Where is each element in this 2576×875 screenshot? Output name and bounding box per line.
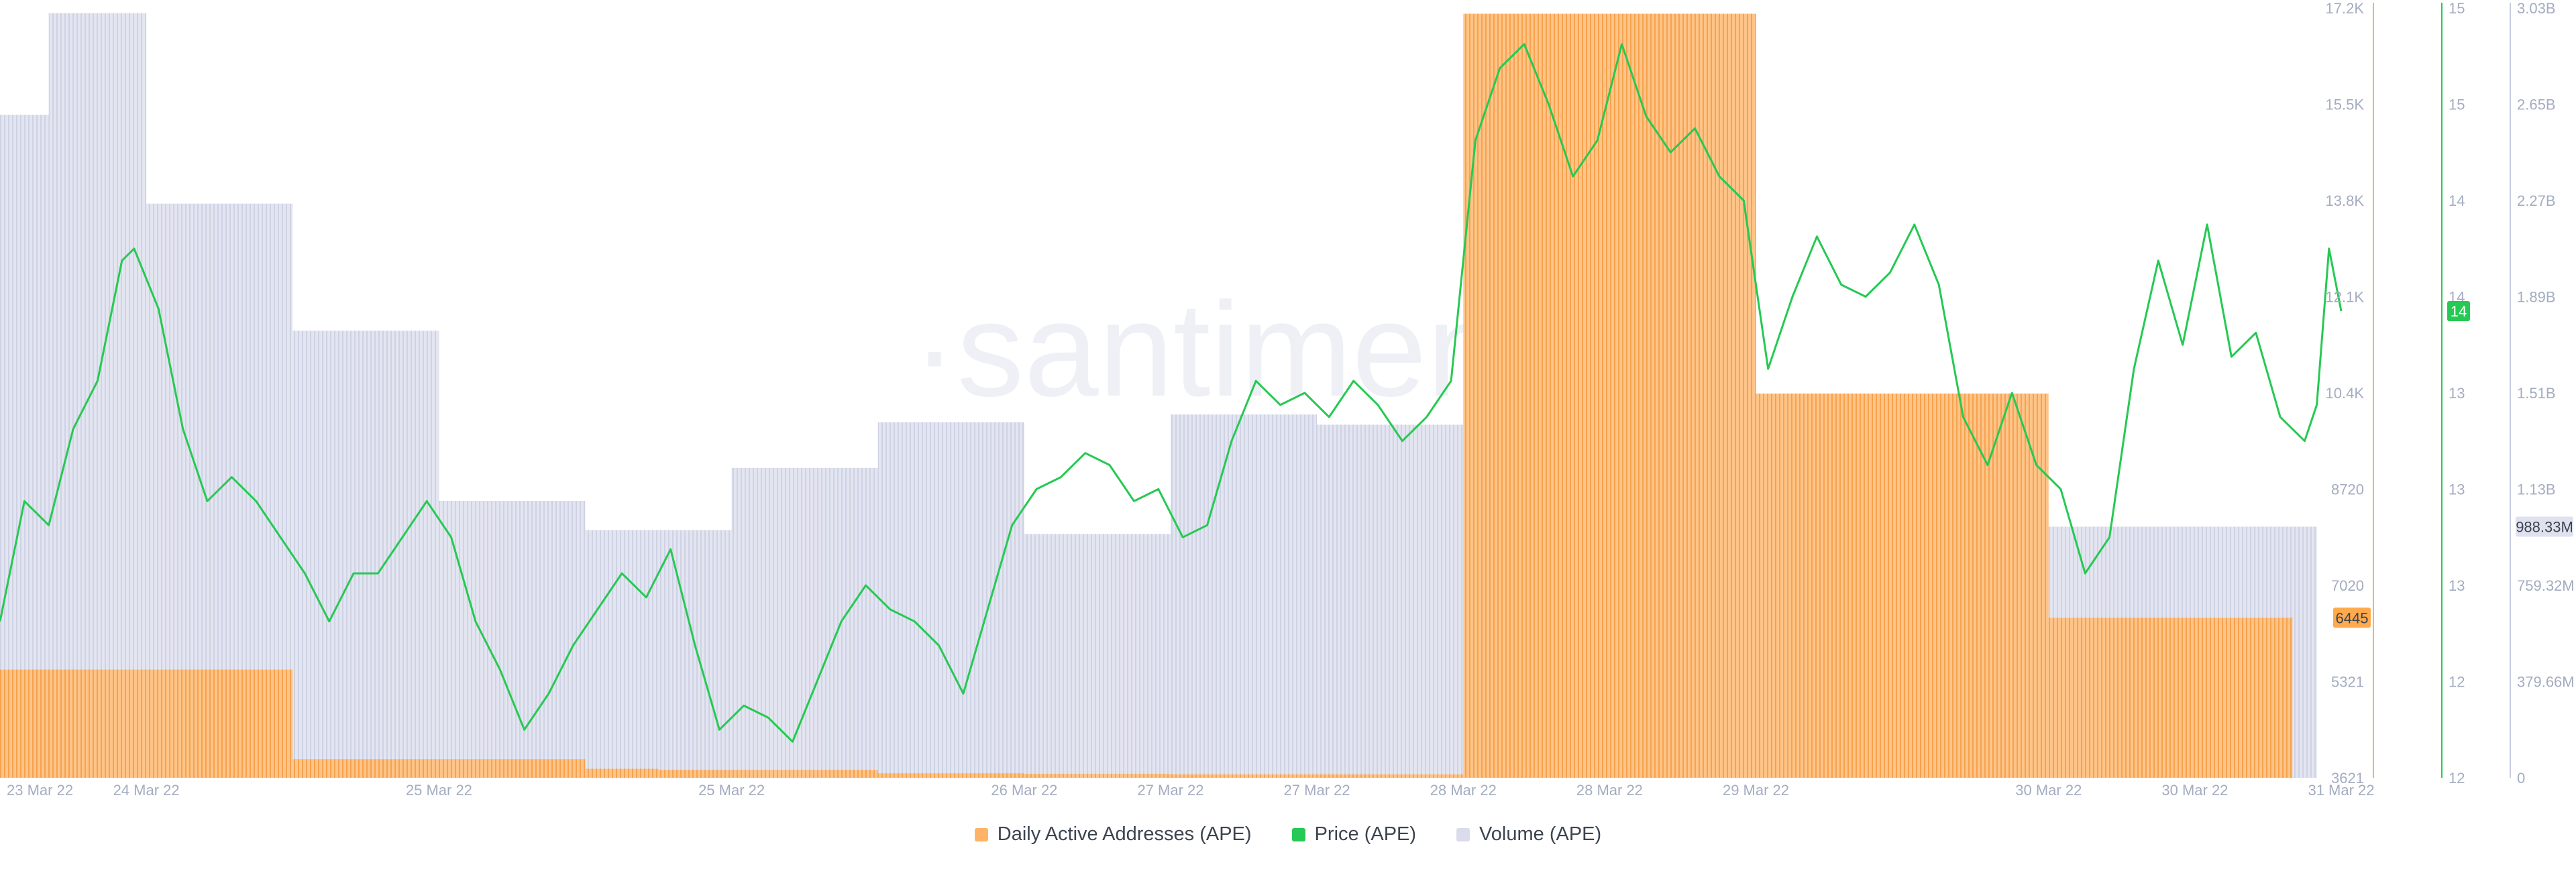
x-tick-label: 23 Mar 22 [7, 782, 73, 799]
price-tick-label: 12 [2449, 674, 2465, 691]
volume-bar [732, 468, 878, 778]
price-tick-label: 14 [2449, 192, 2465, 209]
volume-tick-label: 2.27B [2517, 192, 2556, 209]
daa-current-label: 6445 [2336, 609, 2369, 626]
daa-bar [292, 759, 585, 778]
volume-bar [439, 501, 585, 778]
volume-bar [1024, 534, 1171, 778]
legend-item-daa[interactable]: Daily Active Addresses (APE) [975, 823, 1252, 845]
price-tick-label: 12 [2449, 770, 2465, 786]
x-tick-label: 28 Mar 22 [1576, 782, 1643, 799]
legend-label-price: Price (APE) [1315, 823, 1416, 845]
legend-label-daa: Daily Active Addresses (APE) [998, 823, 1252, 845]
volume-tick-label: 379.66M [2517, 674, 2575, 691]
volume-tick-label: 759.32M [2517, 577, 2575, 594]
daa-tick-label: 5321 [2331, 674, 2364, 691]
daa-bar [586, 769, 659, 778]
price-tick-label: 13 [2449, 385, 2465, 402]
daa-tick-label: 17.2K [2326, 0, 2365, 17]
x-tick-label: 27 Mar 22 [1284, 782, 1350, 799]
x-tick-label: 26 Mar 22 [991, 782, 1057, 799]
volume-bar [586, 530, 732, 778]
price-current-label: 14 [2451, 303, 2467, 320]
volume-tick-label: 1.89B [2517, 289, 2556, 306]
daa-bar [2049, 618, 2293, 778]
legend-item-price[interactable]: Price (APE) [1292, 823, 1416, 845]
legend: Daily Active Addresses (APE) Price (APE)… [0, 823, 2576, 845]
volume-bar [878, 422, 1024, 778]
daa-tick-label: 15.5K [2326, 97, 2365, 113]
x-tick-label: 25 Mar 22 [406, 782, 472, 799]
daa-bar [1171, 774, 1463, 778]
y-axes: 17.2K 15.5K 13.8K 12.1K 10.4K 8720 7020 5321 362… [2326, 0, 2575, 786]
volume-bar [1171, 414, 1317, 778]
x-tick-label: 28 Mar 22 [1430, 782, 1497, 799]
volume-tick-label: 2.65B [2517, 97, 2556, 113]
daa-bar [878, 773, 1024, 778]
legend-swatch-daa [975, 828, 988, 841]
daa-tick-label: 3621 [2331, 770, 2364, 786]
price-tick-label: 15 [2449, 97, 2465, 113]
price-tick-label: 15 [2449, 0, 2465, 17]
legend-swatch-volume [1456, 828, 1470, 841]
volume-bar [1317, 424, 1463, 778]
daa-tick-label: 8720 [2331, 481, 2364, 498]
x-tick-label: 30 Mar 22 [2161, 782, 2228, 799]
price-tick-label: 13 [2449, 577, 2465, 594]
x-tick-label: 29 Mar 22 [1723, 782, 1789, 799]
x-tick-label: 27 Mar 22 [1137, 782, 1203, 799]
x-axis: 23 Mar 22 24 Mar 22 25 Mar 22 25 Mar 22 26 M… [7, 782, 2375, 799]
volume-tick-label: 3.03B [2517, 0, 2556, 17]
daa-bar [1024, 774, 1171, 778]
legend-swatch-price [1292, 828, 1305, 841]
daa-tick-label: 7020 [2331, 577, 2364, 594]
legend-item-volume[interactable]: Volume (APE) [1456, 823, 1601, 845]
volume-bar [292, 331, 439, 778]
volume-bar [49, 13, 146, 778]
volume-tick-label: 1.13B [2517, 481, 2556, 498]
volume-current-label: 988.33M [2516, 519, 2573, 536]
daa-bar [659, 770, 878, 778]
volume-tick-label: 1.51B [2517, 385, 2556, 402]
price-tick-label: 13 [2449, 481, 2465, 498]
volume-tick-label: 0 [2517, 770, 2525, 786]
daa-tick-label: 10.4K [2326, 385, 2365, 402]
x-tick-label: 25 Mar 22 [698, 782, 765, 799]
daa-tick-label: 13.8K [2326, 192, 2365, 209]
daa-bar [0, 670, 292, 778]
x-tick-label: 24 Mar 22 [113, 782, 180, 799]
daa-tick-label: 12.1K [2326, 289, 2365, 306]
daa-bar [1463, 14, 1756, 778]
daa-bar [1756, 394, 2049, 778]
legend-label-volume: Volume (APE) [1479, 823, 1601, 845]
x-tick-label: 30 Mar 22 [2015, 782, 2082, 799]
